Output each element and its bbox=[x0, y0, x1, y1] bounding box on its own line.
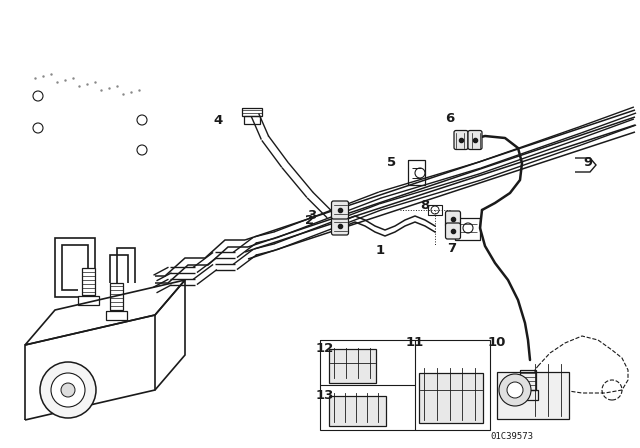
FancyBboxPatch shape bbox=[497, 372, 569, 419]
Text: 11: 11 bbox=[406, 336, 424, 349]
Text: 9: 9 bbox=[584, 155, 593, 168]
Circle shape bbox=[61, 383, 75, 397]
Circle shape bbox=[51, 373, 85, 407]
Text: 3: 3 bbox=[307, 208, 317, 221]
Text: 10: 10 bbox=[488, 336, 506, 349]
FancyBboxPatch shape bbox=[445, 211, 461, 227]
FancyBboxPatch shape bbox=[445, 223, 461, 239]
Circle shape bbox=[40, 362, 96, 418]
Circle shape bbox=[507, 382, 523, 398]
Text: 13: 13 bbox=[316, 388, 334, 401]
Circle shape bbox=[137, 115, 147, 125]
Text: 2: 2 bbox=[305, 214, 315, 227]
Text: 1: 1 bbox=[376, 244, 385, 257]
FancyBboxPatch shape bbox=[329, 396, 386, 426]
Text: 8: 8 bbox=[420, 198, 429, 211]
Text: 6: 6 bbox=[445, 112, 454, 125]
Text: 01C39573: 01C39573 bbox=[490, 432, 533, 441]
FancyBboxPatch shape bbox=[329, 349, 376, 383]
Text: 12: 12 bbox=[316, 341, 334, 354]
Circle shape bbox=[137, 145, 147, 155]
FancyBboxPatch shape bbox=[419, 373, 483, 423]
Circle shape bbox=[33, 91, 43, 101]
Text: 4: 4 bbox=[213, 113, 223, 126]
Text: 7: 7 bbox=[447, 241, 456, 254]
FancyBboxPatch shape bbox=[332, 217, 349, 235]
FancyBboxPatch shape bbox=[454, 130, 468, 150]
Text: 5: 5 bbox=[387, 155, 397, 168]
Circle shape bbox=[499, 374, 531, 406]
FancyBboxPatch shape bbox=[468, 130, 482, 150]
Circle shape bbox=[33, 123, 43, 133]
FancyBboxPatch shape bbox=[332, 201, 349, 219]
